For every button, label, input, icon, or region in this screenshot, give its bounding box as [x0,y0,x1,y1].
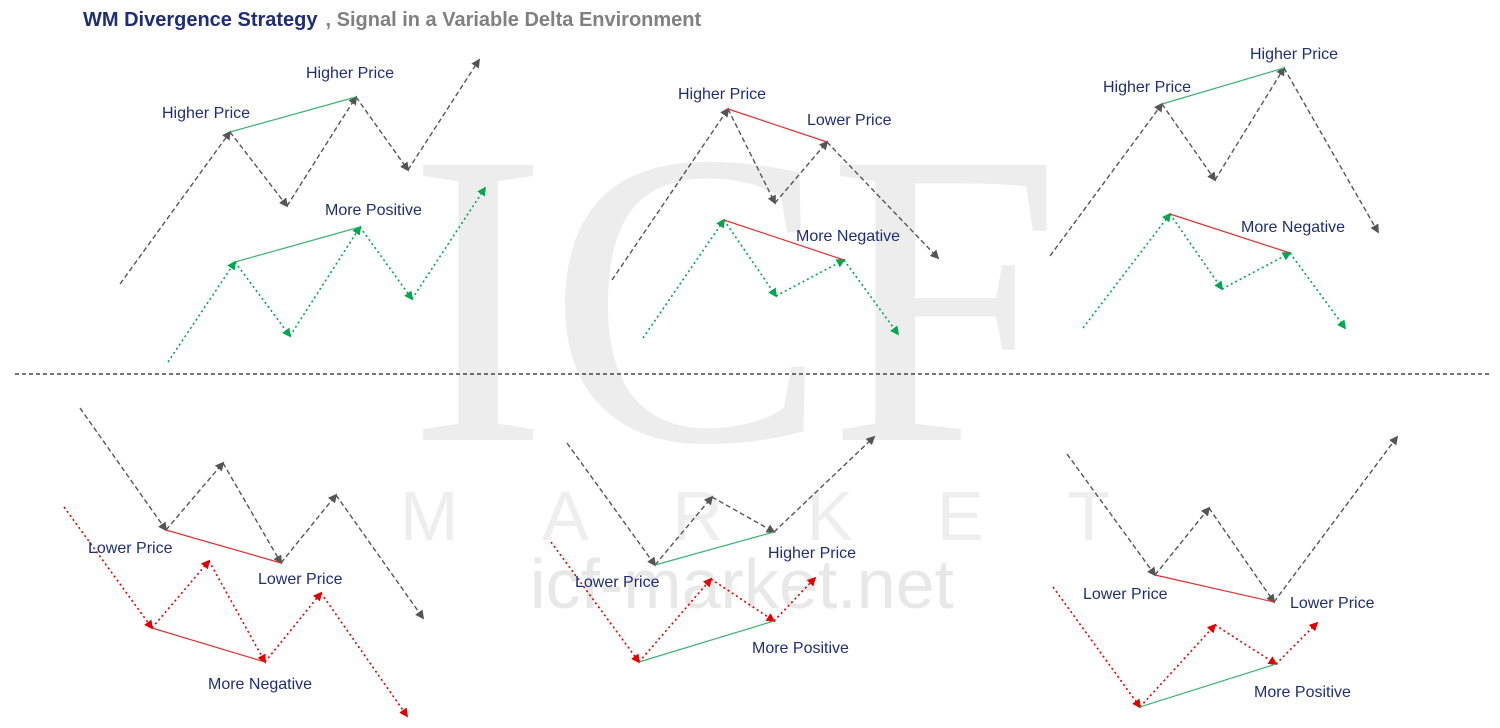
watermark-url: icf-market.net [530,545,954,623]
price-divergence-line [1154,574,1275,603]
price-label-a: Higher Price [162,105,250,122]
panel-top-right: Higher Price Higher Price More Negative [1049,46,1379,330]
price-path [119,58,480,285]
delta-path [63,506,409,718]
delta-label: More Positive [752,640,849,657]
price-path [566,435,876,567]
header: WM Divergence Strategy , Signal in a Vari… [83,9,701,32]
price-label-b: Higher Price [768,545,856,562]
price-label-b: Lower Price [1290,595,1375,612]
price-label-a: Lower Price [575,574,660,591]
price-label-a: Higher Price [678,86,766,103]
price-label-a: Higher Price [1103,79,1191,96]
delta-label: More Negative [796,228,900,245]
delta-path [550,541,817,664]
price-divergence-line [229,96,357,133]
price-label-b: Higher Price [1250,46,1338,63]
price-divergence-line [1161,67,1285,105]
price-path [611,107,940,281]
panel-bottom-right: Lower Price Lower Price More Positive [1052,435,1399,709]
price-label-b: Lower Price [807,112,892,129]
watermark-logo: ICF [408,66,1062,531]
price-label-a: Lower Price [1083,586,1168,603]
price-divergence-line [654,531,775,566]
delta-divergence-line [1169,213,1291,254]
price-path [79,407,425,620]
price-label-a: Lower Price [88,540,173,557]
delta-path [1082,212,1347,330]
page-title: WM Divergence Strategy [83,9,318,31]
delta-path [167,186,486,363]
delta-divergence-line [151,627,266,663]
delta-label: More Positive [1254,684,1351,701]
delta-divergence-line [234,226,361,263]
panel-bottom-middle: Lower Price Higher Price More Positive [550,435,876,664]
price-divergence-line [165,529,282,564]
panel-top-left: Higher Price Higher Price More Positive [119,58,486,363]
delta-path [1052,586,1319,709]
delta-label: More Positive [325,202,422,219]
delta-divergence-line [638,620,775,663]
delta-divergence-line [1139,663,1277,708]
delta-path [642,218,900,339]
delta-divergence-line [723,219,845,261]
price-label-b: Lower Price [258,571,343,588]
panel-bottom-left: Lower Price Lower Price More Negative [63,407,425,718]
price-path [1066,435,1399,604]
delta-label: More Negative [1241,219,1345,236]
page-subtitle: , Signal in a Variable Delta Environment [325,9,702,31]
delta-label: More Negative [208,676,312,693]
panel-top-middle: Higher Price Lower Price More Negative [611,86,940,339]
price-label-b: Higher Price [306,65,394,82]
price-divergence-line [727,108,828,143]
price-path [1049,66,1379,257]
watermark: ICF MARKET icf-market.net [400,66,1110,623]
